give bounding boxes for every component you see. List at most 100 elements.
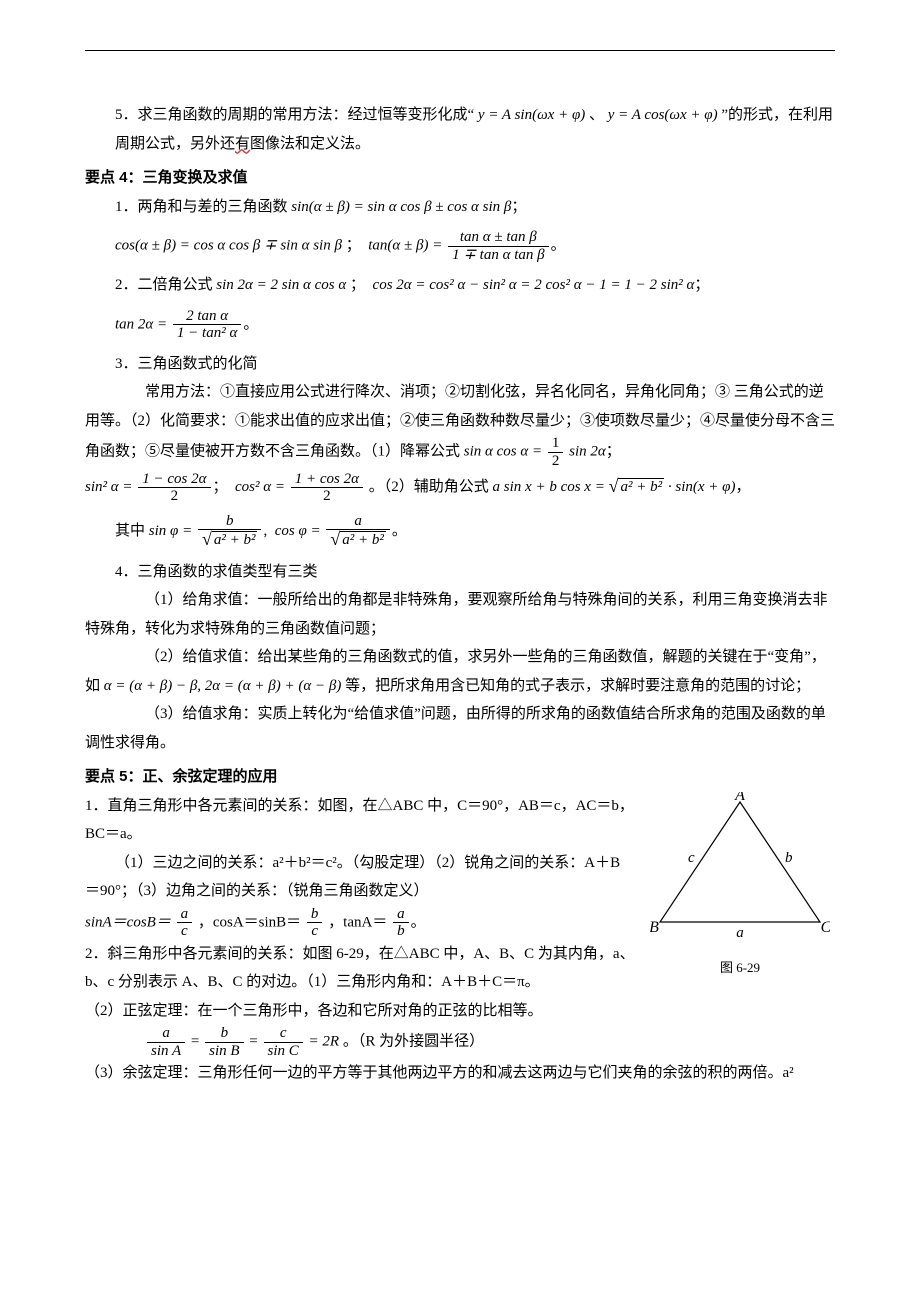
frac-sum-tan: tan α ± tan β 1 ∓ tan α tan β xyxy=(448,229,549,263)
text: 2．二倍角公式 xyxy=(115,277,213,293)
den: 2 xyxy=(548,453,564,470)
text: 1．两角和与差的三角函数 xyxy=(115,199,288,215)
num: b xyxy=(198,513,262,531)
sec4-item1: 1．两角和与差的三角函数 sin(α ± β) = sin α cos β ± … xyxy=(85,193,835,222)
rhs: = 2R xyxy=(309,1034,340,1050)
den: c xyxy=(307,923,323,940)
sec4-item3-line3: 其中 sin φ = b √a² + b² , cos φ = a √a² + … xyxy=(115,513,835,550)
text: 等，把所求角用含已知角的式子表示，求解时要注意角的范围的讨论； xyxy=(345,678,810,694)
num: a xyxy=(326,513,390,531)
den: 1 − tan² α xyxy=(173,325,241,342)
triangle-figure: A B C c b a 图 6-29 xyxy=(645,792,835,981)
triangle-shape xyxy=(660,802,820,922)
wavy-text: 有 xyxy=(235,136,250,152)
cosphi-lhs: cos φ = xyxy=(275,523,321,539)
num: a xyxy=(177,906,193,924)
vertex-a: A xyxy=(734,792,745,804)
rhs: sin 2α xyxy=(569,443,606,459)
formula-variable-angle: α = (α + β) − β, 2α = (α + β) + (α − β) xyxy=(104,678,342,694)
num: tan α ± tan β xyxy=(448,229,549,247)
den: sin B xyxy=(205,1043,243,1060)
sqrt-ab: √a² + b² xyxy=(609,469,665,503)
frac-c-sinc: c sin C xyxy=(264,1025,303,1059)
lhs: sin² α = xyxy=(85,479,133,495)
den: 1 ∓ tan α tan β xyxy=(448,247,549,264)
figure-caption: 图 6-29 xyxy=(645,956,835,981)
den: √a² + b² xyxy=(198,530,262,550)
lhs: sin α cos α = xyxy=(464,443,542,459)
num: 1 − cos 2α xyxy=(138,471,210,489)
den: sin A xyxy=(147,1043,185,1060)
num: b xyxy=(205,1025,243,1043)
text: 其中 xyxy=(115,523,145,539)
formula-dbl-cos: cos 2α = cos² α − sin² α = 2 cos² α − 1 … xyxy=(373,277,695,293)
den: 2 xyxy=(291,488,363,505)
num: a xyxy=(147,1025,185,1043)
formula-dbl-sin: sin 2α = 2 sin α cos α xyxy=(216,277,346,293)
triangle-svg: A B C c b a xyxy=(650,792,830,942)
num: 2 tan α xyxy=(173,308,241,326)
sec4-item3-title: 3．三角函数式的化简 xyxy=(85,350,835,379)
num: a xyxy=(393,906,409,924)
sec4-item2-line2: tan 2α = 2 tan α 1 − tan² α 。 xyxy=(115,308,835,342)
text: 、 xyxy=(589,107,604,123)
text: （1）三边之间的关系：a²＋b²＝c²。（勾股定理）（2）锐角之间的关系：A＋B… xyxy=(85,855,620,900)
frac-ab: a b xyxy=(393,906,409,940)
text: 常用方法：①直接应用公式进行降次、消项；②切割化弦，异名化同名，异角化同角；③ … xyxy=(85,384,835,459)
num: b xyxy=(307,906,323,924)
den: sin C xyxy=(264,1043,303,1060)
formula-y-acos: y = A cos(ωx + φ) xyxy=(608,107,718,123)
sinphi-lhs: sin φ = xyxy=(149,523,192,539)
frac-b-sinb: b sin B xyxy=(205,1025,243,1059)
vertex-c: C xyxy=(821,919,830,936)
sec4-item3-body: 常用方法：①直接应用公式进行降次、消项；②切割化弦，异名化同名，异角化同角；③ … xyxy=(85,378,835,469)
formula-sum-cos: cos(α ± β) = cos α cos β ∓ sin α sin β xyxy=(115,237,342,253)
frac-dbl-tan: 2 tan α 1 − tan² α xyxy=(173,308,241,342)
lbl: sinA＝cosB＝ xyxy=(85,914,171,930)
aux-lhs: a sin x + b cos x = xyxy=(493,479,605,495)
frac-a-sina: a sin A xyxy=(147,1025,185,1059)
sec5-p3: （3）余弦定理：三角形任何一边的平方等于其他两边平方的和减去这两边与它们夹角的余… xyxy=(85,1059,835,1088)
top-rule xyxy=(85,50,835,51)
sec4-item4-p3: （3）给值求角：实质上转化为“给值求值”问题，由所得的所求角的函数值结合所求角的… xyxy=(85,700,835,757)
text: （1）给角求值：一般所给出的角都是非特殊角，要观察所给角与特殊角间的关系，利用三… xyxy=(85,592,828,637)
sec4-item2: 2．二倍角公式 sin 2α = 2 sin α cos α ； cos 2α … xyxy=(85,271,835,300)
sec4-item4-p2: （2）给值求值：给出某些角的三角函数式的值，求另外一些角的三角函数值，解题的关键… xyxy=(85,643,835,700)
note: 。（R 为外接圆半径） xyxy=(343,1034,484,1050)
frac-half: 1 2 xyxy=(548,435,564,469)
frac-bc: b c xyxy=(307,906,323,940)
num: 1 xyxy=(548,435,564,453)
para-item-5: 5．求三角函数的周期的常用方法：经过恒等变形化成“ y = A sin(ωx +… xyxy=(85,101,835,158)
vertex-b: B xyxy=(650,919,659,936)
lhs: cos² α = xyxy=(235,479,285,495)
den: 2 xyxy=(138,488,210,505)
heading-5: 要点 5：正、余弦定理的应用 xyxy=(85,763,835,792)
frac-sin2: 1 − cos 2α 2 xyxy=(138,471,210,505)
text: 图像法和定义法。 xyxy=(250,136,370,152)
den: c xyxy=(177,923,193,940)
heading-4: 要点 4：三角变换及求值 xyxy=(85,164,835,193)
sec4-item4-title: 4．三角函数的求值类型有三类 xyxy=(85,558,835,587)
formula-dbl-tan-lhs: tan 2α = xyxy=(115,316,167,332)
lbl: ，tanA＝ xyxy=(328,914,387,930)
formula-sum-sin: sin(α ± β) = sin α cos β ± cos α sin β xyxy=(291,199,511,215)
den: √a² + b² xyxy=(326,530,390,550)
formula-y-asin: y = A sin(ωx + φ) xyxy=(478,107,585,123)
law-of-sines: a sin A = b sin B = c sin C = 2R 。（R 为外接… xyxy=(85,1025,835,1059)
text: 。（2）辅助角公式 xyxy=(369,479,489,495)
formula-sum-tan-lhs: tan(α ± β) = xyxy=(368,237,442,253)
side-b: b xyxy=(785,850,793,866)
sec4-item1-line2: cos(α ± β) = cos α cos β ∓ sin α sin β ；… xyxy=(115,229,835,263)
radicand: a² + b² xyxy=(618,478,664,495)
frac-cos2: 1 + cos 2α 2 xyxy=(291,471,363,505)
num: c xyxy=(264,1025,303,1043)
sec4-item4-p1: （1）给角求值：一般所给出的角都是非特殊角，要观察所给角与特殊角间的关系，利用三… xyxy=(85,586,835,643)
num: 1 + cos 2α xyxy=(291,471,363,489)
den: b xyxy=(393,923,409,940)
text: 5．求三角函数的周期的常用方法：经过恒等变形化成“ xyxy=(115,107,474,123)
frac-ac: a c xyxy=(177,906,193,940)
side-c: c xyxy=(688,850,695,866)
aux-rhs: · sin(x + φ) xyxy=(668,479,736,495)
frac-cosphi: a √a² + b² xyxy=(326,513,390,550)
lbl: ，cosA＝sinB＝ xyxy=(198,914,301,930)
